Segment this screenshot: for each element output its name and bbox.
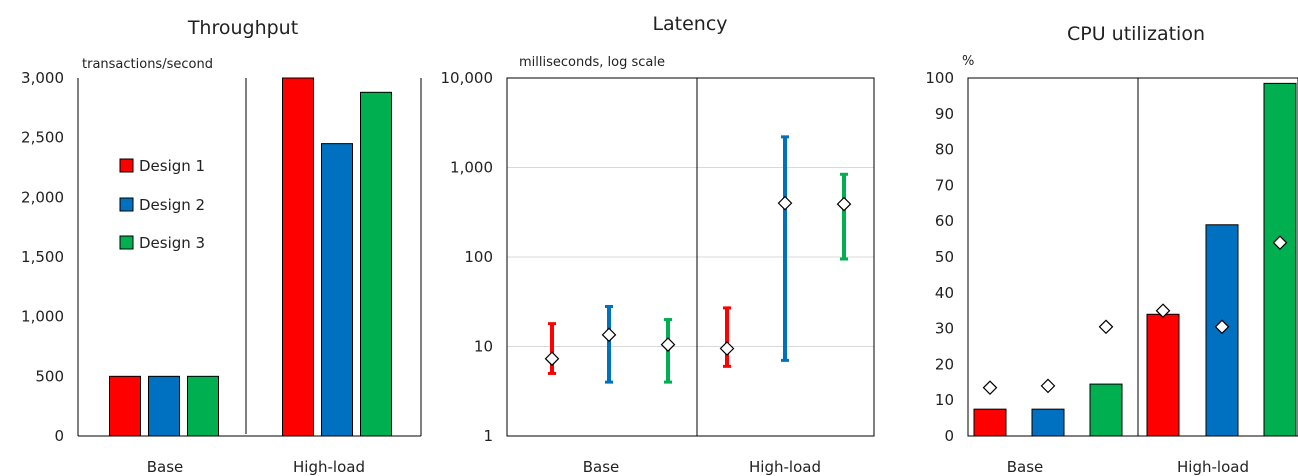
bar-design-3	[360, 91, 392, 437]
y-tick-label: 10,000	[441, 69, 494, 87]
y-tick-label: 10	[935, 391, 954, 409]
y-tick-label: 40	[935, 284, 954, 302]
marker-design-1	[719, 341, 735, 356]
bar-design-3	[187, 375, 219, 437]
bar-design-2	[1031, 408, 1065, 437]
x-category-label: High-load	[749, 458, 821, 476]
bar-design-2	[321, 143, 353, 437]
marker-design-3	[836, 196, 852, 212]
y-tick-label: 100	[464, 248, 493, 266]
marker-design-2	[1040, 378, 1056, 394]
chart-title: Latency	[652, 13, 727, 35]
marker-design-3	[660, 337, 676, 352]
plot-frame	[967, 77, 1298, 437]
x-category-label: High-load	[293, 458, 365, 476]
bar-design-1	[109, 375, 141, 437]
legend-label: Design 1	[139, 157, 205, 175]
x-category-label: Base	[583, 458, 620, 476]
y-axis-label: milliseconds, log scale	[519, 55, 665, 70]
marker-design-3	[1272, 235, 1288, 251]
x-category-label: Base	[1007, 458, 1044, 476]
y-tick-label: 1,500	[21, 248, 64, 266]
y-tick-label: 2,000	[21, 188, 64, 206]
bar-design-1	[973, 408, 1007, 437]
bar-design-3	[1089, 383, 1123, 437]
y-tick-label: 1,000	[450, 159, 493, 177]
y-tick-label: 100	[925, 69, 954, 87]
y-tick-label: 0	[54, 427, 64, 445]
y-tick-label: 500	[35, 367, 64, 385]
legend-swatch	[119, 197, 134, 212]
chart-title: Throughput	[187, 17, 298, 39]
marker-design-2	[601, 327, 617, 343]
y-tick-label: 80	[935, 141, 954, 159]
marker-design-3	[1098, 319, 1114, 335]
y-axis-label: transactions/second	[82, 57, 213, 72]
marker-design-1	[1155, 303, 1171, 319]
x-category-label: Base	[147, 458, 184, 476]
bar-design-1	[1146, 313, 1180, 437]
y-tick-label: 1,000	[21, 308, 64, 326]
legend-label: Design 3	[139, 234, 205, 252]
y-tick-label: 2,500	[21, 129, 64, 147]
y-axis-label: %	[962, 54, 974, 69]
y-tick-label: 0	[944, 427, 954, 445]
legend-swatch	[119, 235, 134, 250]
y-tick-label: 30	[935, 320, 954, 338]
y-tick-label: 50	[935, 248, 954, 266]
y-tick-label: 20	[935, 355, 954, 373]
bar-design-2	[148, 375, 180, 437]
y-tick-label: 1	[483, 427, 493, 445]
y-tick-label: 70	[935, 176, 954, 194]
marker-design-1	[544, 351, 560, 367]
y-tick-label: 10	[474, 338, 493, 356]
plot-frame	[506, 77, 875, 437]
marker-design-1	[982, 380, 998, 396]
legend-swatch	[119, 158, 134, 173]
bar-design-1	[282, 77, 314, 437]
bar-design-3	[1263, 82, 1297, 437]
marker-design-2	[1214, 319, 1230, 335]
chart-title: CPU utilization	[1067, 23, 1205, 45]
marker-design-2	[777, 195, 793, 211]
y-tick-label: 3,000	[21, 69, 64, 87]
x-category-label: High-load	[1177, 458, 1249, 476]
y-tick-label: 60	[935, 212, 954, 230]
legend-label: Design 2	[139, 196, 205, 214]
y-tick-label: 90	[935, 105, 954, 123]
